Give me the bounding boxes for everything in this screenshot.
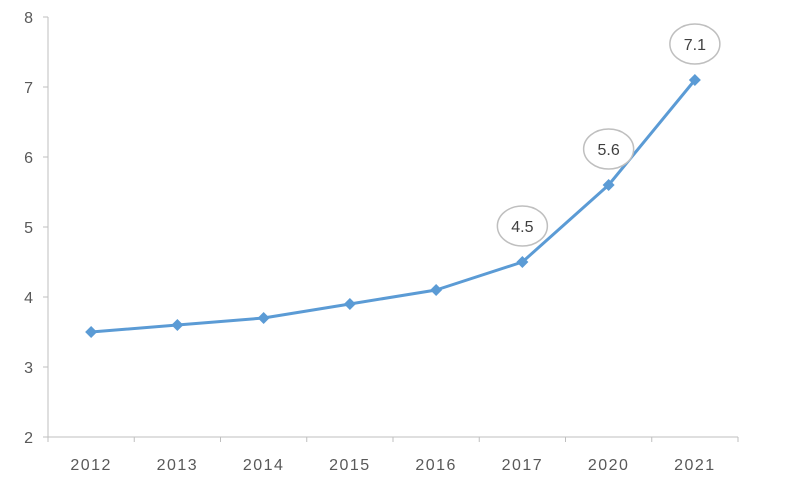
data-label: 7.1 (684, 37, 706, 54)
data-label: 5.6 (598, 142, 620, 159)
series-group (85, 74, 701, 338)
data-point (343, 298, 356, 310)
data-labels: 4.5 5.6 7.1 (496, 23, 721, 247)
x-axis-ticks: 2012 2013 2014 2015 2016 2017 2020 2021 (47, 437, 739, 474)
data-label-callout (496, 205, 549, 247)
x-tick-label: 2013 (157, 457, 199, 474)
x-tick-label: 2017 (502, 457, 544, 474)
x-tick-label: 2020 (588, 457, 630, 474)
data-point (257, 312, 270, 324)
y-axis-ticks: 2 3 4 5 6 7 8 (24, 10, 48, 447)
x-tick-label: 2015 (329, 457, 371, 474)
data-label-callout (582, 128, 635, 170)
data-point (85, 326, 98, 338)
y-tick-label: 6 (24, 150, 33, 167)
x-tick-label: 2012 (70, 457, 112, 474)
y-tick-label: 7 (24, 80, 33, 97)
y-tick-label: 4 (24, 290, 33, 307)
y-tick-label: 2 (24, 430, 33, 447)
data-point (430, 284, 443, 296)
x-tick-label: 2021 (674, 457, 716, 474)
data-label: 4.5 (511, 219, 533, 236)
series-line (91, 79, 697, 334)
y-tick-label: 8 (24, 10, 33, 27)
data-point (602, 179, 615, 191)
data-point (516, 256, 529, 268)
data-label-callout (669, 23, 721, 65)
x-tick-label: 2016 (415, 457, 457, 474)
x-tick-label: 2014 (243, 457, 285, 474)
y-tick-label: 3 (24, 360, 33, 377)
data-point (688, 74, 701, 86)
data-point (171, 319, 184, 331)
axes (47, 17, 738, 438)
y-tick-label: 5 (24, 220, 33, 237)
